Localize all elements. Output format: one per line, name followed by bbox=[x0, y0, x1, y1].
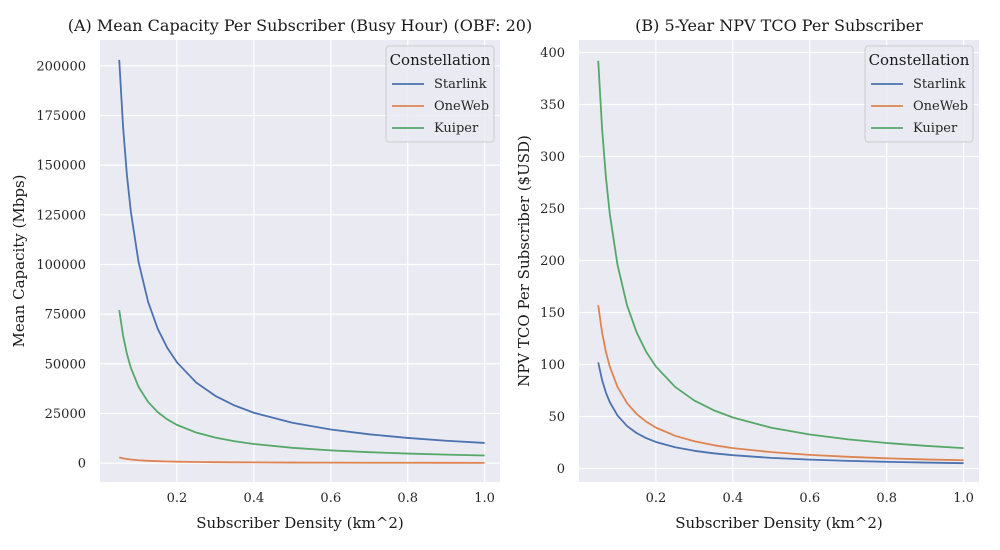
y-tick-label: 300 bbox=[540, 150, 565, 165]
legend: Constellation Starlink OneWeb Kuiper bbox=[864, 45, 974, 143]
x-tick-label: 0.8 bbox=[876, 491, 897, 506]
y-tick-label: 50 bbox=[548, 410, 565, 425]
chart-panel-a: 0.2 0.4 0.6 0.8 1.0 0 25000 50000 75000 100000 125… bbox=[10, 16, 532, 532]
y-tick-label: 150 bbox=[540, 306, 565, 321]
chart-title: (B) 5-Year NPV TCO Per Subscriber bbox=[635, 16, 923, 35]
x-tick-label: 0.6 bbox=[799, 491, 820, 506]
y-tick-label: 150000 bbox=[36, 159, 86, 174]
y-tick-label: 25000 bbox=[45, 407, 86, 422]
legend-label-kuiper: Kuiper bbox=[434, 121, 479, 136]
series-line-kuiper bbox=[118, 310, 485, 457]
y-tick-label: 400 bbox=[540, 46, 565, 61]
series-line-starlink bbox=[118, 59, 485, 444]
chart-title: (A) Mean Capacity Per Subscriber (Busy H… bbox=[68, 16, 532, 35]
y-tick-label: 0 bbox=[78, 457, 86, 472]
legend-label-oneweb: OneWeb bbox=[434, 99, 489, 114]
chart-panel-b: 0.2 0.4 0.6 0.8 1.0 0 50 100 150 200 250 300 350 400 (… bbox=[515, 16, 979, 532]
x-tick-label: 1.0 bbox=[953, 491, 974, 506]
x-axis-label: Subscriber Density (km^2) bbox=[675, 514, 882, 532]
x-tick-label: 1.0 bbox=[474, 491, 495, 506]
legend-label-kuiper: Kuiper bbox=[913, 121, 958, 136]
y-tick-label: 125000 bbox=[36, 208, 86, 223]
legend-label-oneweb: OneWeb bbox=[913, 99, 968, 114]
y-tick-label: 200 bbox=[540, 254, 565, 269]
series-line-starlink bbox=[597, 362, 964, 465]
y-axis-label: Mean Capacity (Mbps) bbox=[10, 174, 28, 347]
series-line-oneweb bbox=[119, 456, 485, 464]
legend-title: Constellation bbox=[390, 51, 491, 69]
legend-box bbox=[385, 45, 495, 143]
y-tick-label: 100000 bbox=[36, 258, 86, 273]
y-tick-label: 250 bbox=[540, 202, 565, 217]
y-tick-label: 200000 bbox=[36, 59, 86, 74]
x-tick-label: 0.4 bbox=[723, 491, 744, 506]
series-line-kuiper bbox=[597, 60, 964, 449]
legend-label-starlink: Starlink bbox=[434, 77, 487, 92]
y-tick-label: 50000 bbox=[45, 357, 86, 372]
x-axis-label: Subscriber Density (km^2) bbox=[196, 514, 403, 532]
legend-box bbox=[864, 45, 974, 143]
legend: Constellation Starlink OneWeb Kuiper bbox=[385, 45, 495, 143]
x-tick-label: 0.8 bbox=[397, 491, 418, 506]
y-tick-label: 0 bbox=[557, 462, 565, 477]
x-tick-label: 0.2 bbox=[646, 491, 667, 506]
y-axis-label: NPV TCO Per Subscriber ($USD) bbox=[515, 135, 533, 387]
series-line-oneweb bbox=[597, 305, 964, 462]
y-tick-label: 100 bbox=[540, 358, 565, 373]
y-tick-label: 350 bbox=[540, 98, 565, 113]
y-tick-label: 175000 bbox=[36, 109, 86, 124]
y-tick-label: 75000 bbox=[45, 308, 86, 323]
x-tick-label: 0.6 bbox=[320, 491, 341, 506]
legend-label-starlink: Starlink bbox=[913, 77, 966, 92]
x-tick-label: 0.2 bbox=[167, 491, 188, 506]
x-tick-label: 0.4 bbox=[244, 491, 265, 506]
legend-title: Constellation bbox=[869, 51, 970, 69]
